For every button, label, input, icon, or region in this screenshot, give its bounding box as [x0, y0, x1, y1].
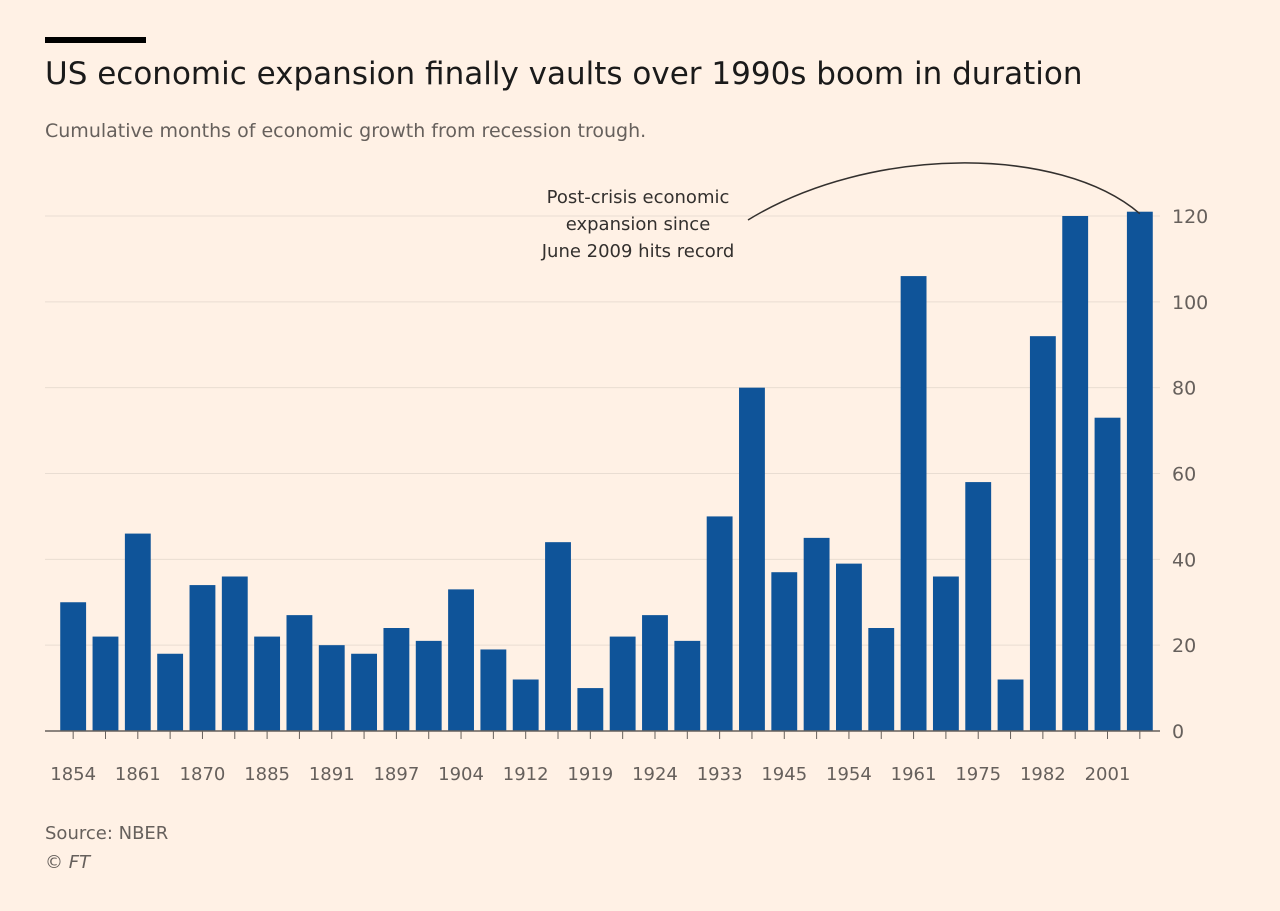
bar-1954: [835, 563, 862, 731]
bar-1891: [318, 645, 345, 731]
x-tick-label: 1933: [697, 764, 743, 785]
bar-1975: [965, 482, 992, 731]
x-tick-label: 1982: [1020, 764, 1066, 785]
bar-1912: [512, 679, 539, 731]
bar-1888: [286, 615, 313, 731]
top-rule: [45, 37, 146, 43]
bars: [60, 211, 1153, 732]
bar-1919: [577, 688, 604, 731]
bar-1867: [157, 653, 184, 731]
chart-title: US economic expansion finally vaults ove…: [45, 56, 1083, 92]
bar-2009: [1126, 211, 1153, 732]
x-tick-label: 1861: [115, 764, 161, 785]
bar-1958: [868, 628, 895, 731]
y-tick-label: 60: [1172, 464, 1196, 486]
bar-1914: [545, 542, 571, 731]
chart-subtitle: Cumulative months of economic growth fro…: [45, 120, 647, 142]
x-tick-label: 1891: [309, 764, 355, 785]
bar-1933: [706, 516, 733, 731]
bar-1980: [997, 679, 1024, 731]
x-tick-label: 1912: [503, 764, 549, 785]
annotation-line: June 2009 hits record: [541, 241, 735, 262]
annotation-line: Post-crisis economic: [547, 187, 730, 208]
bar-1854: [60, 602, 87, 731]
bar-1908: [480, 649, 507, 731]
x-tick-label: 1897: [373, 764, 419, 785]
x-tick-label: 2001: [1085, 764, 1131, 785]
bar-1858: [92, 636, 119, 731]
bar-1900: [415, 640, 442, 731]
x-tick-label: 1870: [180, 764, 226, 785]
gridlines: [45, 215, 1160, 646]
bar-1970: [932, 576, 959, 731]
y-tick-label: 40: [1172, 549, 1196, 571]
x-tick-label: 1954: [826, 764, 872, 785]
source-note: Source: NBER: [45, 823, 169, 844]
bar-1921: [609, 636, 636, 731]
bar-1924: [642, 615, 668, 731]
annotation-line: expansion since: [566, 214, 711, 235]
bar-1991: [1062, 216, 1089, 731]
y-tick-label: 0: [1172, 721, 1184, 743]
y-tick-label: 100: [1172, 292, 1208, 314]
x-tick-label: 1885: [244, 764, 290, 785]
annotation: Post-crisis economic expansion since June …: [541, 162, 1141, 262]
annotation-arrow: [747, 162, 1141, 221]
bar-1870: [189, 585, 216, 731]
x-tick-label: 1919: [567, 764, 613, 785]
x-axis: 1854 1861 1870 1885 1891 1897 1904 1912 1919 1924…: [45, 730, 1160, 785]
bar-1861: [124, 533, 151, 731]
bar-1961: [900, 276, 927, 731]
bar-2001: [1094, 417, 1121, 731]
x-tick-label: 1904: [438, 764, 484, 785]
bar-1879: [221, 576, 248, 731]
bar-1938: [739, 387, 765, 731]
bar-1949: [803, 537, 830, 731]
x-tick-label: 1975: [955, 764, 1001, 785]
y-tick-label: 120: [1172, 206, 1208, 228]
bar-1897: [383, 628, 410, 731]
copyright-note: © FT: [45, 852, 91, 873]
annotation-text: Post-crisis economic expansion since June …: [541, 187, 735, 262]
x-tick-label: 1961: [891, 764, 937, 785]
bar-1904: [448, 589, 474, 731]
x-tick-label: 1945: [761, 764, 807, 785]
bar-1927: [674, 640, 701, 731]
bar-1945: [771, 572, 798, 731]
y-axis: 0 20 40 60 80 100 120: [1172, 206, 1208, 743]
bar-1894: [351, 653, 378, 731]
y-tick-label: 80: [1172, 378, 1196, 400]
bar-chart: 1854 1861 1870 1885 1891 1897 1904 1912 1919 1924…: [45, 162, 1208, 785]
x-tick-label: 1924: [632, 764, 678, 785]
y-tick-label: 20: [1172, 635, 1196, 657]
x-tick-label: 1854: [50, 764, 96, 785]
bar-1885: [254, 636, 281, 731]
bar-1982: [1029, 336, 1056, 731]
